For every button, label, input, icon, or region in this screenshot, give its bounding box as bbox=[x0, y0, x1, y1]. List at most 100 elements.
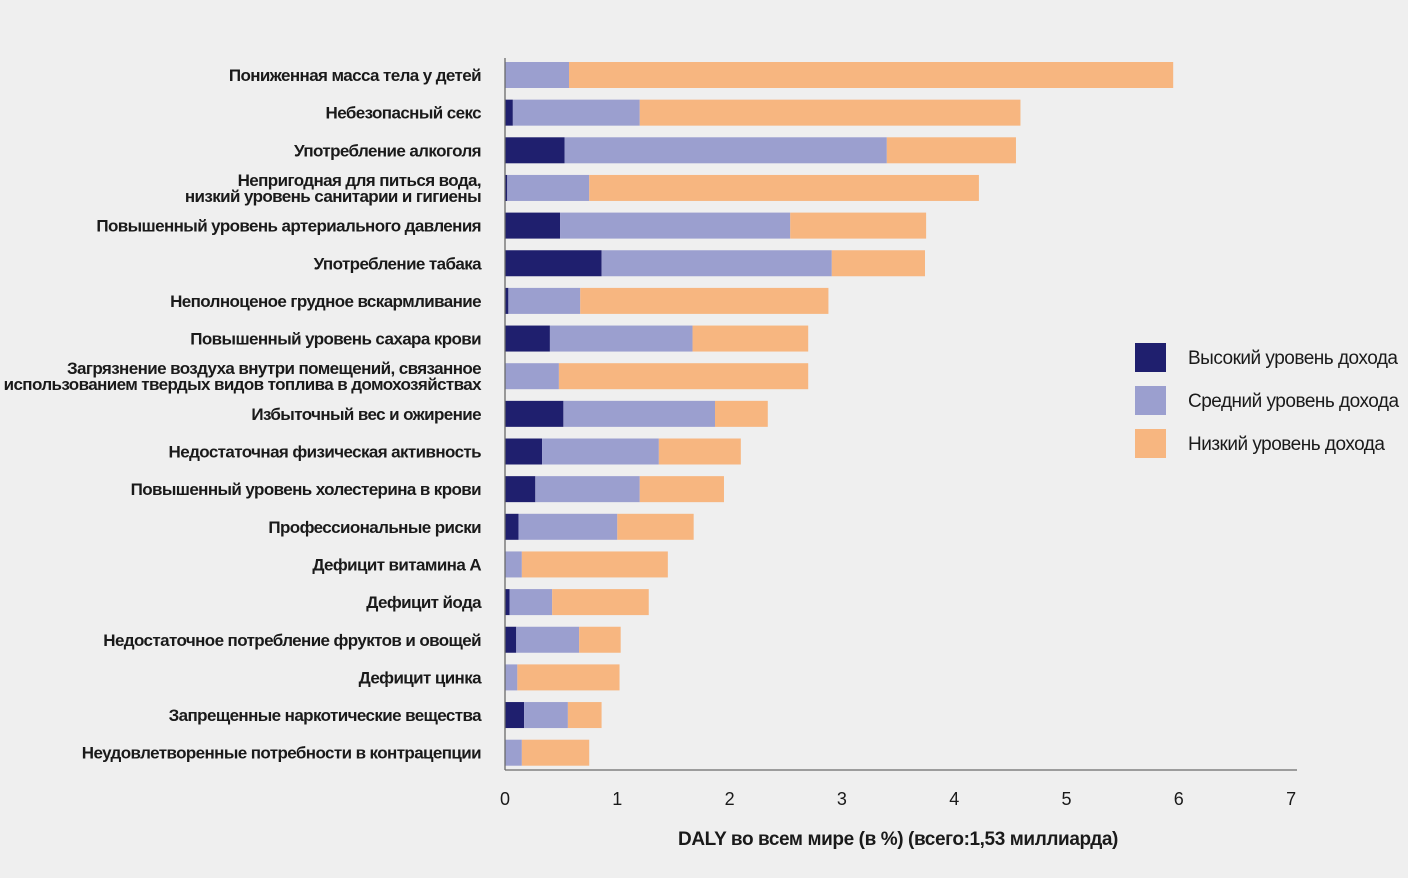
category-label-line: Употребление табака bbox=[314, 254, 483, 273]
bar-segment-3 bbox=[617, 513, 694, 540]
category-label-line: Неудовлетворенные потребности в контраце… bbox=[82, 744, 481, 763]
category-label-line: Непригодная для питься вода, bbox=[238, 171, 481, 190]
category-labels: Пониженная масса тела у детей Небезопасны… bbox=[0, 66, 483, 763]
bar-segment-2 bbox=[505, 664, 518, 691]
category-label: Повышенный уровень холестерина в крови bbox=[131, 480, 482, 499]
category-label: Неполноценое грудное вскармливание bbox=[170, 292, 481, 311]
legend-label: Высокий уровень дохода bbox=[1188, 348, 1398, 369]
category-label: Повышенный уровень сахара крови bbox=[190, 330, 481, 349]
bar-segment-1 bbox=[505, 250, 602, 277]
x-tick-label: 7 bbox=[1286, 789, 1296, 809]
bar-segment-2 bbox=[509, 589, 553, 616]
bar-segment-1 bbox=[505, 513, 519, 540]
bar-segment-3 bbox=[715, 400, 768, 427]
category-label: Непригодная для питься вода, низкий урове… bbox=[185, 171, 481, 206]
category-label: Избыточный вес и ожирение bbox=[251, 405, 481, 424]
category-label-line: Загрязнение воздуха внутри помещений, св… bbox=[67, 359, 481, 378]
bar-segment-3 bbox=[658, 438, 741, 465]
category-label-line: низкий уровень санитарии и гигиены bbox=[185, 187, 481, 206]
bar-segment-3 bbox=[517, 664, 620, 691]
bar-segment-2 bbox=[516, 626, 580, 653]
category-label: Употребление табака bbox=[314, 254, 483, 273]
bar-segment-3 bbox=[639, 476, 724, 503]
bar-segment-3 bbox=[558, 363, 809, 390]
bar-segment-2 bbox=[518, 513, 618, 540]
category-label-line: Недостаточное потребление фруктов и овощ… bbox=[103, 631, 481, 650]
bar-segment-2 bbox=[601, 250, 832, 277]
bar-segment-1 bbox=[505, 438, 543, 465]
x-tick-label: 0 bbox=[500, 789, 510, 809]
bar-segment-3 bbox=[521, 551, 668, 578]
bar-segment-2 bbox=[560, 212, 791, 239]
bar-segment-2 bbox=[535, 476, 640, 503]
x-axis bbox=[504, 58, 1297, 771]
category-label-line: Дефицит цинка bbox=[359, 668, 483, 687]
bar-segment-3 bbox=[589, 174, 979, 201]
bar-segment-2 bbox=[505, 551, 522, 578]
category-label: Недостаточное потребление фруктов и овощ… bbox=[103, 631, 481, 650]
bar-segment-3 bbox=[567, 702, 602, 729]
bar-segment-2 bbox=[563, 400, 716, 427]
bar-segment-1 bbox=[505, 702, 525, 729]
bar-segment-3 bbox=[552, 589, 649, 616]
bar-segment-3 bbox=[569, 62, 1174, 88]
category-label: Профессиональные риски bbox=[268, 518, 481, 537]
x-tick-label: 2 bbox=[725, 789, 735, 809]
legend: Высокий уровень дохода Средний уровень до… bbox=[1135, 343, 1400, 458]
x-tick-label: 3 bbox=[837, 789, 847, 809]
bar-segment-3 bbox=[639, 99, 1021, 126]
bar-segment-3 bbox=[790, 212, 927, 239]
bar-segment-3 bbox=[579, 626, 621, 653]
bars bbox=[505, 62, 1174, 766]
bar-segment-2 bbox=[508, 287, 581, 314]
bar-segment-3 bbox=[692, 325, 809, 352]
bar-segment-3 bbox=[580, 287, 829, 314]
category-label: Дефицит йода bbox=[366, 593, 482, 612]
category-label: Употребление алкоголя bbox=[294, 141, 481, 160]
bar-segment-2 bbox=[505, 739, 522, 766]
legend-label: Средний уровень дохода bbox=[1188, 391, 1400, 412]
category-label-line: Неполноценое грудное вскармливание bbox=[170, 292, 481, 311]
category-label: Неудовлетворенные потребности в контраце… bbox=[82, 744, 481, 763]
bar-segment-2 bbox=[549, 325, 693, 352]
category-label-line: Повышенный уровень сахара крови bbox=[190, 330, 481, 349]
bar-segment-1 bbox=[505, 589, 510, 616]
legend-swatch bbox=[1135, 429, 1166, 458]
bar-segment-1 bbox=[505, 99, 513, 126]
bar-segment-1 bbox=[505, 287, 509, 314]
legend-swatch bbox=[1135, 386, 1166, 415]
category-label-line: Недостаточная физическая активность bbox=[169, 443, 482, 462]
category-label: Недостаточная физическая активность bbox=[169, 443, 482, 462]
bar-segment-3 bbox=[521, 739, 590, 766]
bar-segment-2 bbox=[512, 99, 640, 126]
category-label: Запрещенные наркотические вещества bbox=[169, 706, 483, 725]
category-label: Пониженная масса тела у детей bbox=[229, 66, 481, 85]
category-label: Загрязнение воздуха внутри помещений, св… bbox=[0, 359, 482, 394]
x-tick-label: 5 bbox=[1061, 789, 1071, 809]
legend-label: Низкий уровень дохода bbox=[1188, 434, 1385, 455]
x-axis-ticks: 0 1 2 3 4 5 6 7 bbox=[500, 789, 1296, 809]
x-axis-title: DALY во всем мире (в %) (всего:1,53 милл… bbox=[678, 829, 1118, 850]
category-label-line: Употребление алкоголя bbox=[294, 141, 481, 160]
bar-segment-2 bbox=[505, 62, 570, 88]
bar-segment-1 bbox=[505, 476, 536, 503]
bar-segment-1 bbox=[505, 212, 561, 239]
bar-segment-2 bbox=[564, 137, 887, 164]
x-tick-label: 1 bbox=[612, 789, 622, 809]
category-label-line: Профессиональные риски bbox=[268, 518, 481, 537]
bar-segment-1 bbox=[505, 137, 565, 164]
category-label-line: Дефицит йода bbox=[366, 593, 482, 612]
category-label-line: Запрещенные наркотические вещества bbox=[169, 706, 483, 725]
legend-swatch bbox=[1135, 343, 1166, 372]
bar-segment-3 bbox=[831, 250, 926, 277]
x-tick-label: 6 bbox=[1174, 789, 1184, 809]
x-tick-label: 4 bbox=[949, 789, 959, 809]
bar-segment-2 bbox=[524, 702, 568, 729]
category-label-line: с использованием твердых видов топлива в… bbox=[0, 375, 482, 394]
category-label-line: Повышенный уровень холестерина в крови bbox=[131, 480, 482, 499]
bar-segment-1 bbox=[505, 325, 550, 352]
category-label: Небезопасный секс bbox=[326, 104, 482, 123]
category-label: Повышенный уровень артериального давлени… bbox=[96, 217, 481, 236]
bar-segment-2 bbox=[542, 438, 659, 465]
bar-segment-1 bbox=[505, 174, 508, 201]
